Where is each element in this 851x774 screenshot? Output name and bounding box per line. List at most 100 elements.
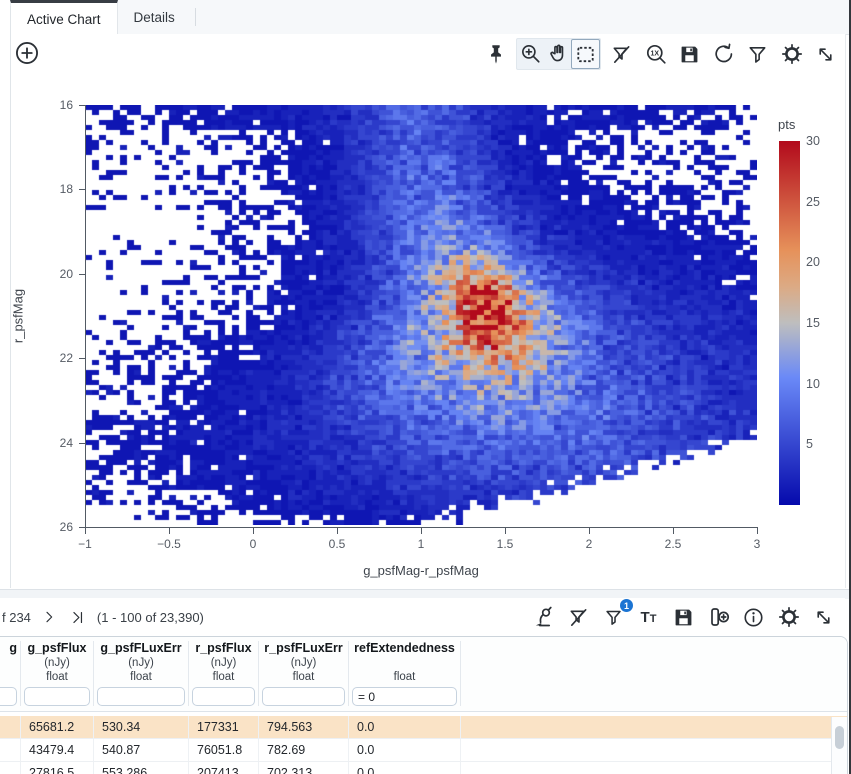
filter-chart-button[interactable]: [744, 40, 771, 68]
table-cell: [0, 716, 21, 738]
tab-details[interactable]: Details: [118, 0, 191, 34]
inspect-button[interactable]: [530, 603, 557, 631]
column-filter-input[interactable]: [97, 687, 185, 706]
funnel-icon: [746, 43, 769, 66]
paging-range-label: (1 - 100 of 23,390): [96, 609, 204, 625]
expand-chart-button[interactable]: [812, 40, 839, 68]
expand-icon: [812, 606, 835, 629]
x-tick-label: 2.5: [664, 537, 682, 551]
table-row[interactable]: 65681.2 530.34 177331 794.563 0.0: [0, 716, 847, 739]
table-scrollbar[interactable]: [831, 717, 847, 774]
selection-rectangle-icon: [574, 43, 597, 66]
rotate-icon: [712, 42, 736, 66]
table-cell: [0, 762, 21, 774]
table-row[interactable]: 43479.4 540.87 76051.8 782.69 0.0: [0, 739, 847, 762]
expand-table-button[interactable]: [810, 603, 837, 631]
colorbar-title: pts: [778, 117, 796, 132]
info-icon: [742, 606, 765, 629]
table-cell: 0.0: [349, 716, 461, 738]
microscope-icon: [532, 605, 556, 629]
colorbar[interactable]: [779, 141, 800, 505]
last-page-button[interactable]: [67, 603, 89, 631]
header-cell-g_psfFlux[interactable]: g_psfFlux (nJy) float: [21, 641, 94, 706]
column-filter-input[interactable]: [192, 687, 255, 706]
gear-icon: [777, 605, 801, 629]
filter-clear-icon: [567, 606, 590, 629]
scrollbar-thumb[interactable]: [835, 726, 844, 749]
table-cell: 177331: [189, 716, 259, 738]
column-unit: (nJy): [210, 657, 237, 669]
column-filter-input[interactable]: [262, 687, 345, 706]
save-chart-button[interactable]: [676, 40, 703, 68]
table-cell: [0, 739, 21, 761]
column-filter-input[interactable]: [0, 687, 17, 706]
box-select-button[interactable]: [571, 39, 600, 69]
save-icon: [678, 43, 701, 66]
table-cell: 540.87: [94, 739, 189, 761]
panel-divider[interactable]: [0, 589, 851, 599]
gear-icon: [780, 42, 804, 66]
pan-button[interactable]: [544, 39, 571, 67]
chart-settings-button[interactable]: [778, 40, 805, 68]
colorbar-tick-label: 5: [806, 437, 813, 452]
colorbar-tick-label: 10: [806, 376, 820, 391]
paging-total-label: f 234: [2, 609, 31, 625]
x-tick-mark: [85, 528, 86, 534]
add-column-button[interactable]: [705, 603, 732, 631]
restore-chart-button[interactable]: [710, 40, 737, 68]
x-tick-mark: [589, 528, 590, 534]
column-filter-input[interactable]: [352, 687, 457, 706]
data-table: g g_psfFlux (nJy) float g_psfFLuxErr (nJy) fl…: [0, 636, 848, 774]
column-unit: (nJy): [290, 657, 317, 669]
zoom-in-button[interactable]: [517, 39, 544, 67]
header-cell-g_psfFLuxErr[interactable]: g_psfFLuxErr (nJy) float: [94, 641, 189, 706]
filter-count-badge: 1: [620, 599, 633, 612]
column-type: float: [393, 671, 416, 683]
x-tick-mark: [337, 528, 338, 534]
column-type: [0, 670, 17, 684]
save-table-button[interactable]: [670, 603, 697, 631]
y-axis-title: r_psfMag: [10, 288, 26, 344]
tab-active-chart[interactable]: Active Chart: [10, 0, 118, 35]
header-cell-r_psfFLuxErr[interactable]: r_psfFLuxErr (nJy) float: [259, 641, 349, 706]
colorbar-tick-label: 30: [806, 134, 820, 148]
table-cell: 530.34: [94, 716, 189, 738]
y-tick-mark: [79, 527, 85, 528]
y-tick-label: 24: [59, 435, 73, 450]
table-cell: 207413: [189, 762, 259, 774]
tab-details-label: Details: [133, 9, 175, 25]
table-filter-button[interactable]: 1: [600, 599, 633, 631]
x-tick-mark: [169, 528, 170, 534]
table-cell: 43479.4: [21, 739, 94, 761]
window-edge: [849, 0, 851, 774]
table-clear-filters-button[interactable]: [565, 603, 592, 631]
y-tick-label: 16: [59, 98, 73, 112]
column-type: float: [46, 671, 68, 683]
header-cell-refExtendedness[interactable]: refExtendedness float: [349, 641, 461, 706]
colorbar-tick-label: 15: [806, 316, 820, 330]
y-tick-label: 26: [59, 520, 73, 534]
next-page-button[interactable]: [39, 603, 59, 631]
table-cell: 794.563: [259, 716, 349, 738]
table-paging: f 234 (1 - 100 of 23,390): [0, 603, 204, 631]
header-cell-r_psfFlux[interactable]: r_psfFlux (nJy) float: [189, 641, 259, 706]
x-tick-label: 0: [249, 537, 257, 551]
heatmap-canvas[interactable]: [85, 105, 757, 525]
column-filter-input[interactable]: [24, 687, 90, 706]
table-info-button[interactable]: [740, 603, 767, 631]
add-chart-button[interactable]: [13, 39, 40, 67]
clear-filters-button[interactable]: [608, 40, 635, 68]
table-settings-button[interactable]: [775, 603, 802, 631]
x-axis-title: g_psfMag-r_psfMag: [363, 563, 479, 578]
filter-clear-icon: [610, 43, 633, 66]
column-unit: [352, 656, 457, 670]
table-header: g g_psfFlux (nJy) float g_psfFLuxErr (nJy) fl…: [0, 637, 847, 712]
x-tick-label: −1: [78, 537, 92, 551]
table-row[interactable]: 27816.5 553.286 207413 702.313 0.0: [0, 762, 847, 774]
table-cell: 76051.8: [189, 739, 259, 761]
header-cell-g[interactable]: g: [0, 641, 21, 706]
pin-chart-button[interactable]: [482, 40, 509, 68]
zoom-reset-1x-button[interactable]: 1X: [642, 40, 669, 68]
text-view-button[interactable]: TT: [635, 603, 662, 631]
